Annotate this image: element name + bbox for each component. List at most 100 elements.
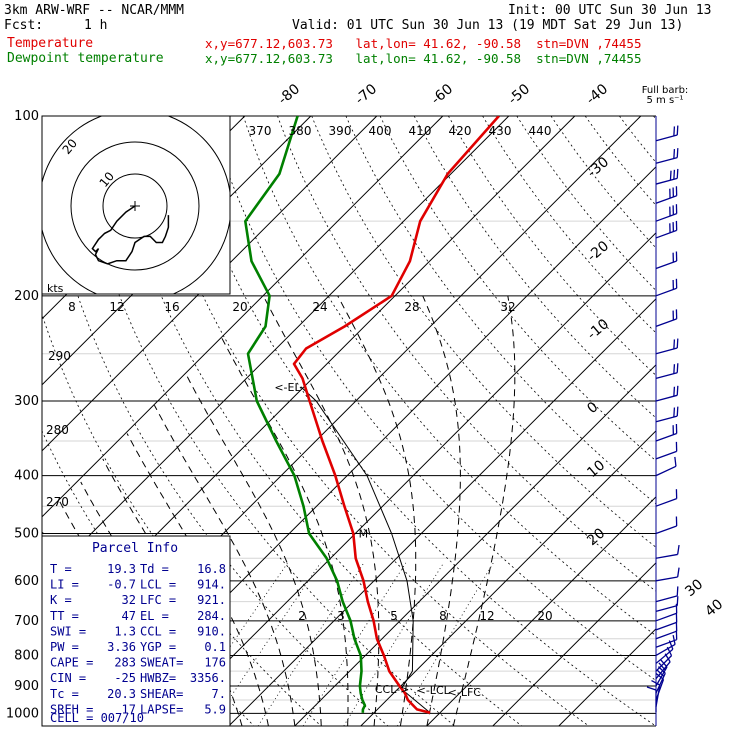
isotherm [42,116,510,584]
parcel-info-key: T = [50,562,72,576]
dry-adiabat-label: 280 [46,423,69,437]
barb-unit-value: 5 m s⁻¹ [647,95,684,106]
parcel-info-value: 17 [122,702,136,716]
dry-adiabat [516,116,656,292]
valid-time: Valid: 01 UTC Sun 30 Jun 13 (19 MDT Sat … [292,18,684,33]
parcel-info-value: 284. [197,609,226,623]
dry-adiabat [72,116,456,726]
wind-barb [655,612,678,631]
wind-barb-flag [651,680,661,686]
wind-barb-flag [676,125,679,136]
isotherm-label: 0 [584,399,601,417]
wind-barb-flag [676,363,679,373]
isotherm-label: 20 [584,525,608,549]
parcel-info-panel [41,535,231,727]
parcel-info-key: TT = [50,609,79,623]
wind-barb-staff [655,134,678,142]
hodograph-speed-label: 24 [312,300,327,314]
wind-barb [655,441,678,460]
wind-barb [655,220,678,239]
wind-barb-staff [655,679,665,701]
isotherm-label: -40 [583,81,611,108]
wind-barb-staff [655,394,678,402]
parcel-info-key: LI = [50,578,79,592]
wind-barb [655,423,678,442]
isotherm [42,116,48,122]
wind-barb-staff [655,213,677,222]
level-annotation: M [359,528,369,541]
isotherm-label: 40 [702,596,726,620]
parcel-info-value: 3.36 [107,640,136,654]
dry-adiabat [42,144,389,726]
wind-barb-staff [655,415,678,423]
isotherm-label: -50 [505,81,533,108]
parcel-curve [300,386,431,714]
isotherm-label: 10 [584,457,608,481]
forecast-label: Fcst: [4,18,44,33]
dry-adiabat [584,116,656,206]
wind-barb-staff [655,450,677,460]
mixing-ratio-label: 12 [479,609,494,623]
theta-e-label: 370 [249,124,272,138]
dry-adiabat [482,116,656,334]
dry-adiabat [550,116,656,249]
wind-barb [655,251,678,270]
wind-barb-flag [672,635,676,645]
wind-barb-flag [676,406,679,417]
pressure-label: 500 [14,527,39,542]
wind-barb-flag [673,386,676,397]
temperature-legend-info: x,y=677.12,603.73 lat,lon= 41.62, -90.58… [205,36,642,51]
pressure-label: 900 [14,679,39,694]
dry-adiabat [619,116,656,164]
parcel-info-key: SWEAT= [140,656,183,670]
isotherm-label: -60 [428,81,456,108]
parcel-info-key: CAPE = [50,656,93,670]
pressure-label: 600 [14,574,39,589]
wind-barb-staff [655,347,678,355]
wind-barb-flag [677,567,680,578]
moist-adiabat [126,433,269,726]
parcel-info-value: 19.3 [107,562,136,576]
parcel-info-key: K = [50,593,72,607]
parcel-info-key: CIN = [50,671,86,685]
mixing-ratio-line [343,562,444,726]
parcel-info-key: LAPSE= [140,702,183,716]
wind-barb-staff [655,621,677,631]
pressure-label: 1000 [6,706,39,721]
theta-e-label: 390 [329,124,352,138]
wind-barb [655,125,679,142]
wind-barb [655,385,679,402]
isotherm [294,364,656,726]
parcel-info-value: 0.1 [204,640,226,654]
parcel-info-value: 176 [204,656,226,670]
wind-barb-staff [655,195,677,204]
wind-barb [655,204,678,222]
isotherm-label: -70 [352,81,380,108]
wind-barb [655,363,679,380]
wind-barb [655,338,679,355]
dry-adiabat [174,116,656,726]
isotherm [42,116,444,518]
moist-adiabat [337,295,417,726]
wind-barb-staff [655,639,677,648]
dry-adiabat [277,116,656,592]
wind-barb-staff [655,156,678,164]
wind-barb-flag [676,168,679,179]
level-annotation: <-EL [274,381,301,394]
parcel-info-value: 921. [197,593,226,607]
hodograph-speed-label: 16 [164,300,179,314]
parcel-info-value: 32 [122,593,136,607]
temperature-legend-name: Temperature [7,36,94,51]
mixing-ratio-label: 5 [390,609,398,623]
mixing-ratio-label: 2 [298,609,306,623]
wind-barb-staff [655,229,677,239]
parcel-info-key: PW = [50,640,79,654]
isotherm-label: -10 [584,316,612,343]
theta-e-label: 430 [489,124,512,138]
wind-barb-staff [655,661,671,680]
wind-barb [655,544,680,559]
parcel-info-value: 1.3 [114,624,136,638]
wind-barb-flag [673,339,676,349]
isotherm [492,562,656,726]
